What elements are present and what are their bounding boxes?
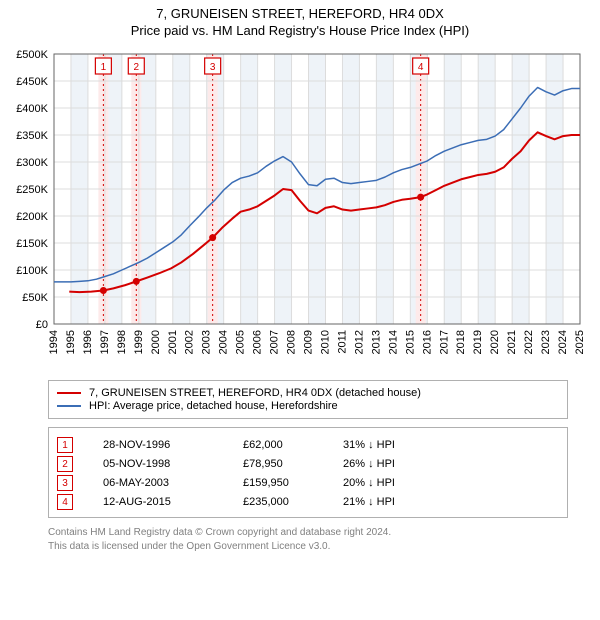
svg-text:£350K: £350K <box>16 130 48 142</box>
svg-text:£200K: £200K <box>16 211 48 223</box>
svg-text:2004: 2004 <box>218 330 230 354</box>
svg-text:3: 3 <box>210 62 216 73</box>
legend-label: HPI: Average price, detached house, Here… <box>89 400 338 412</box>
svg-text:£100K: £100K <box>16 265 48 277</box>
svg-text:1996: 1996 <box>82 330 94 354</box>
sale-price: £62,000 <box>243 439 343 451</box>
legend-swatch <box>57 392 81 394</box>
svg-text:2024: 2024 <box>557 330 569 354</box>
svg-text:1997: 1997 <box>99 330 111 354</box>
svg-text:2002: 2002 <box>184 330 196 354</box>
title-address: 7, GRUNEISEN STREET, HEREFORD, HR4 0DX <box>0 6 600 21</box>
sale-row: 2 05-NOV-1998£78,95026% ↓ HPI <box>57 456 559 472</box>
svg-text:2008: 2008 <box>286 330 298 354</box>
legend-label: 7, GRUNEISEN STREET, HEREFORD, HR4 0DX (… <box>89 387 421 399</box>
svg-text:2022: 2022 <box>523 330 535 354</box>
svg-text:2005: 2005 <box>235 330 247 354</box>
sale-marker: 4 <box>57 494 73 510</box>
legend-row: HPI: Average price, detached house, Here… <box>57 400 559 412</box>
sale-row: 3 06-MAY-2003£159,95020% ↓ HPI <box>57 475 559 491</box>
svg-text:2006: 2006 <box>252 330 264 354</box>
legend-swatch <box>57 405 81 407</box>
svg-text:1999: 1999 <box>133 330 145 354</box>
svg-text:£150K: £150K <box>16 238 48 250</box>
svg-text:2009: 2009 <box>303 330 315 354</box>
svg-text:£450K: £450K <box>16 76 48 88</box>
svg-text:£250K: £250K <box>16 184 48 196</box>
sale-marker: 3 <box>57 475 73 491</box>
svg-text:2014: 2014 <box>387 330 399 354</box>
svg-text:£300K: £300K <box>16 157 48 169</box>
svg-text:2013: 2013 <box>370 330 382 354</box>
svg-text:2015: 2015 <box>404 330 416 354</box>
svg-text:2011: 2011 <box>336 330 348 354</box>
sale-diff: 21% ↓ HPI <box>343 496 395 508</box>
svg-text:2023: 2023 <box>540 330 552 354</box>
svg-text:£500K: £500K <box>16 49 48 61</box>
svg-text:2016: 2016 <box>421 330 433 354</box>
footer-line-1: Contains HM Land Registry data © Crown c… <box>48 526 568 540</box>
sale-diff: 31% ↓ HPI <box>343 439 395 451</box>
sale-marker: 2 <box>57 456 73 472</box>
price-chart: £0 £50K £100K £150K £200K £250K £300K £350K £400… <box>6 44 594 374</box>
sale-price: £78,950 <box>243 458 343 470</box>
svg-text:2012: 2012 <box>353 330 365 354</box>
footer-line-2: This data is licensed under the Open Gov… <box>48 540 568 554</box>
sale-diff: 20% ↓ HPI <box>343 477 395 489</box>
sale-row: 4 12-AUG-2015£235,00021% ↓ HPI <box>57 494 559 510</box>
footer-attribution: Contains HM Land Registry data © Crown c… <box>48 526 568 553</box>
svg-text:1998: 1998 <box>116 330 128 354</box>
legend: 7, GRUNEISEN STREET, HEREFORD, HR4 0DX (… <box>48 380 568 419</box>
svg-text:2018: 2018 <box>455 330 467 354</box>
title-subtitle: Price paid vs. HM Land Registry's House … <box>0 23 600 38</box>
svg-text:1994: 1994 <box>48 330 60 354</box>
svg-text:2: 2 <box>134 62 140 73</box>
svg-text:2001: 2001 <box>167 330 179 354</box>
sale-date: 12-AUG-2015 <box>103 496 243 508</box>
sales-table: 1 28-NOV-1996£62,00031% ↓ HPI 2 05-NOV-1998… <box>48 427 568 518</box>
svg-text:2007: 2007 <box>269 330 281 354</box>
svg-text:2010: 2010 <box>319 330 331 354</box>
svg-text:£0: £0 <box>36 319 48 331</box>
svg-text:2017: 2017 <box>438 330 450 354</box>
svg-text:1995: 1995 <box>65 330 77 354</box>
svg-text:4: 4 <box>418 62 424 73</box>
svg-text:2003: 2003 <box>201 330 213 354</box>
legend-row: 7, GRUNEISEN STREET, HEREFORD, HR4 0DX (… <box>57 387 559 399</box>
sale-diff: 26% ↓ HPI <box>343 458 395 470</box>
svg-text:2025: 2025 <box>574 330 586 354</box>
svg-text:2019: 2019 <box>472 330 484 354</box>
svg-text:2020: 2020 <box>489 330 501 354</box>
sale-date: 05-NOV-1998 <box>103 458 243 470</box>
svg-text:2021: 2021 <box>506 330 518 354</box>
sale-date: 06-MAY-2003 <box>103 477 243 489</box>
sale-price: £235,000 <box>243 496 343 508</box>
sale-marker: 1 <box>57 437 73 453</box>
sale-date: 28-NOV-1996 <box>103 439 243 451</box>
svg-text:£400K: £400K <box>16 103 48 115</box>
sale-row: 1 28-NOV-1996£62,00031% ↓ HPI <box>57 437 559 453</box>
svg-text:2000: 2000 <box>150 330 162 354</box>
svg-text:£50K: £50K <box>22 292 48 304</box>
svg-text:1: 1 <box>101 62 107 73</box>
sale-price: £159,950 <box>243 477 343 489</box>
